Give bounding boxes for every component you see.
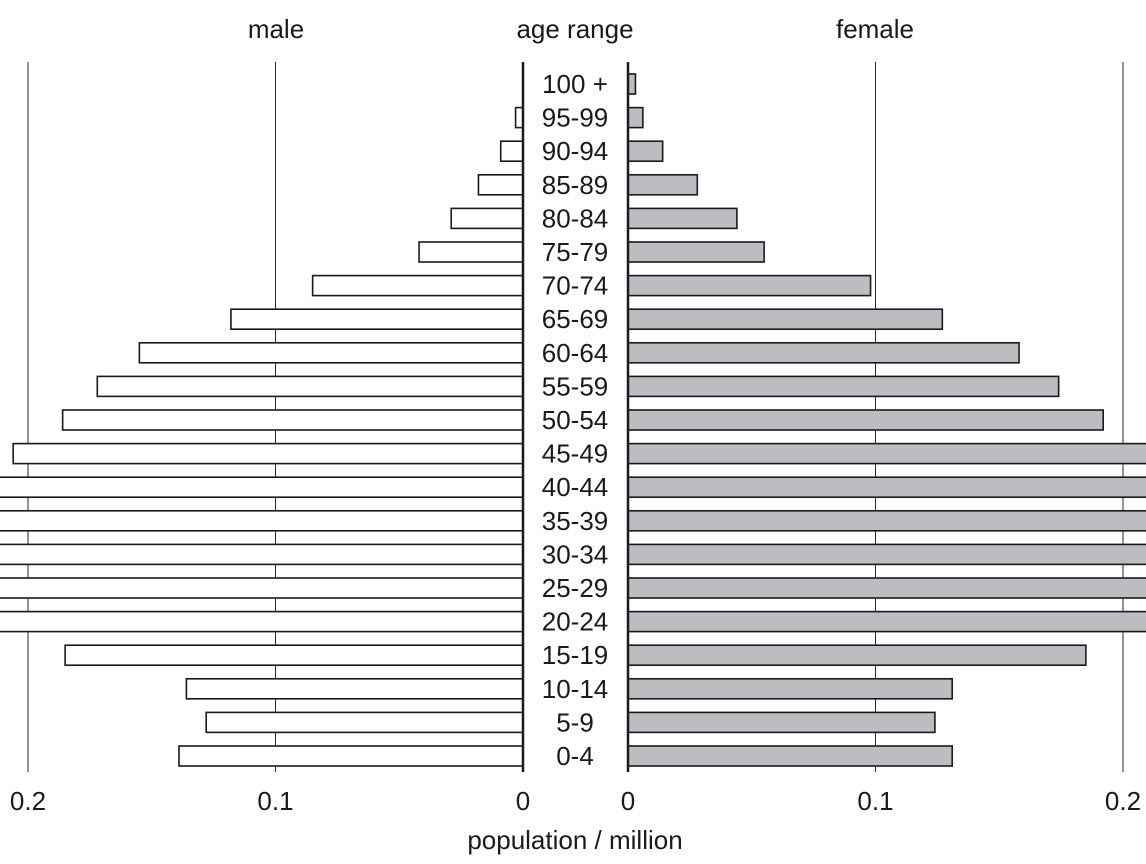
- bar-male-14: [0, 543, 524, 566]
- age-label-5: 75-79: [542, 237, 609, 267]
- bar-male-10: [61, 409, 524, 431]
- age-label-7: 65-69: [542, 304, 609, 334]
- bar-female-14: [627, 543, 1146, 566]
- bar-female-5: [627, 241, 765, 263]
- age-label-17: 15-19: [542, 640, 609, 670]
- x-tick-label-7: 0.2: [1105, 786, 1141, 816]
- x-tick-label-6: 0.1: [857, 786, 893, 816]
- x-axis-label: population / million: [467, 825, 682, 855]
- bar-female-8: [627, 341, 1020, 364]
- center-axes: [521, 62, 630, 772]
- bar-male-13: [0, 509, 524, 532]
- x-tick-label-4: 0: [516, 786, 530, 816]
- bar-male-9: [96, 375, 524, 398]
- age-label-11: 45-49: [542, 439, 609, 469]
- bar-female-20: [627, 745, 954, 767]
- age-label-15: 25-29: [542, 573, 609, 603]
- bar-female-19: [627, 711, 936, 734]
- bar-male-12: [0, 476, 524, 499]
- age-range-header: age range: [516, 14, 633, 44]
- x-tick-label-3: 0.1: [257, 786, 293, 816]
- bar-male-11: [12, 442, 524, 465]
- bar-male-4: [450, 207, 524, 230]
- bar-male-2: [499, 140, 524, 162]
- age-label-0: 100 +: [542, 69, 608, 99]
- age-label-13: 35-39: [542, 506, 609, 536]
- bar-female-2: [627, 140, 664, 162]
- bar-female-13: [627, 509, 1146, 532]
- age-label-1: 95-99: [542, 103, 609, 133]
- bar-male-20: [178, 745, 524, 767]
- bar-female-12: [627, 476, 1146, 499]
- x-tick-label-2: 0.2: [10, 786, 46, 816]
- bar-male-8: [138, 341, 524, 364]
- bar-male-17: [64, 644, 524, 667]
- bar-female-6: [627, 274, 872, 297]
- bar-female-16: [627, 610, 1146, 633]
- age-label-4: 80-84: [542, 203, 609, 233]
- bar-male-3: [477, 174, 524, 196]
- age-label-12: 40-44: [542, 472, 609, 502]
- age-label-10: 50-54: [542, 405, 609, 435]
- bar-male-16: [0, 610, 524, 633]
- bar-female-11: [627, 442, 1146, 465]
- bar-female-10: [627, 409, 1105, 431]
- age-label-6: 70-74: [542, 271, 609, 301]
- age-label-16: 20-24: [542, 607, 609, 637]
- age-label-8: 60-64: [542, 338, 609, 368]
- bar-female-4: [627, 207, 738, 230]
- bar-male-19: [205, 711, 524, 734]
- age-label-9: 55-59: [542, 371, 609, 401]
- bar-male-15: [0, 577, 524, 599]
- age-label-3: 85-89: [542, 170, 609, 200]
- bar-male-18: [185, 677, 524, 700]
- bar-female-3: [627, 174, 699, 196]
- bar-female-18: [627, 677, 954, 700]
- bar-female-9: [627, 375, 1060, 398]
- bar-female-17: [627, 644, 1087, 667]
- age-label-18: 10-14: [542, 674, 609, 704]
- age-label-2: 90-94: [542, 136, 609, 166]
- bars: [0, 73, 1146, 767]
- age-label-14: 30-34: [542, 539, 609, 569]
- male-header: male: [248, 14, 304, 44]
- female-header: female: [836, 14, 914, 44]
- age-label-19: 5-9: [556, 707, 594, 737]
- x-tick-label-5: 0: [621, 786, 635, 816]
- bar-male-5: [418, 241, 524, 263]
- bar-male-6: [311, 274, 524, 297]
- bar-female-15: [627, 577, 1146, 599]
- age-label-20: 0-4: [556, 741, 594, 771]
- bar-female-7: [627, 308, 944, 331]
- bar-male-7: [230, 308, 524, 331]
- bar-female-1: [627, 106, 644, 129]
